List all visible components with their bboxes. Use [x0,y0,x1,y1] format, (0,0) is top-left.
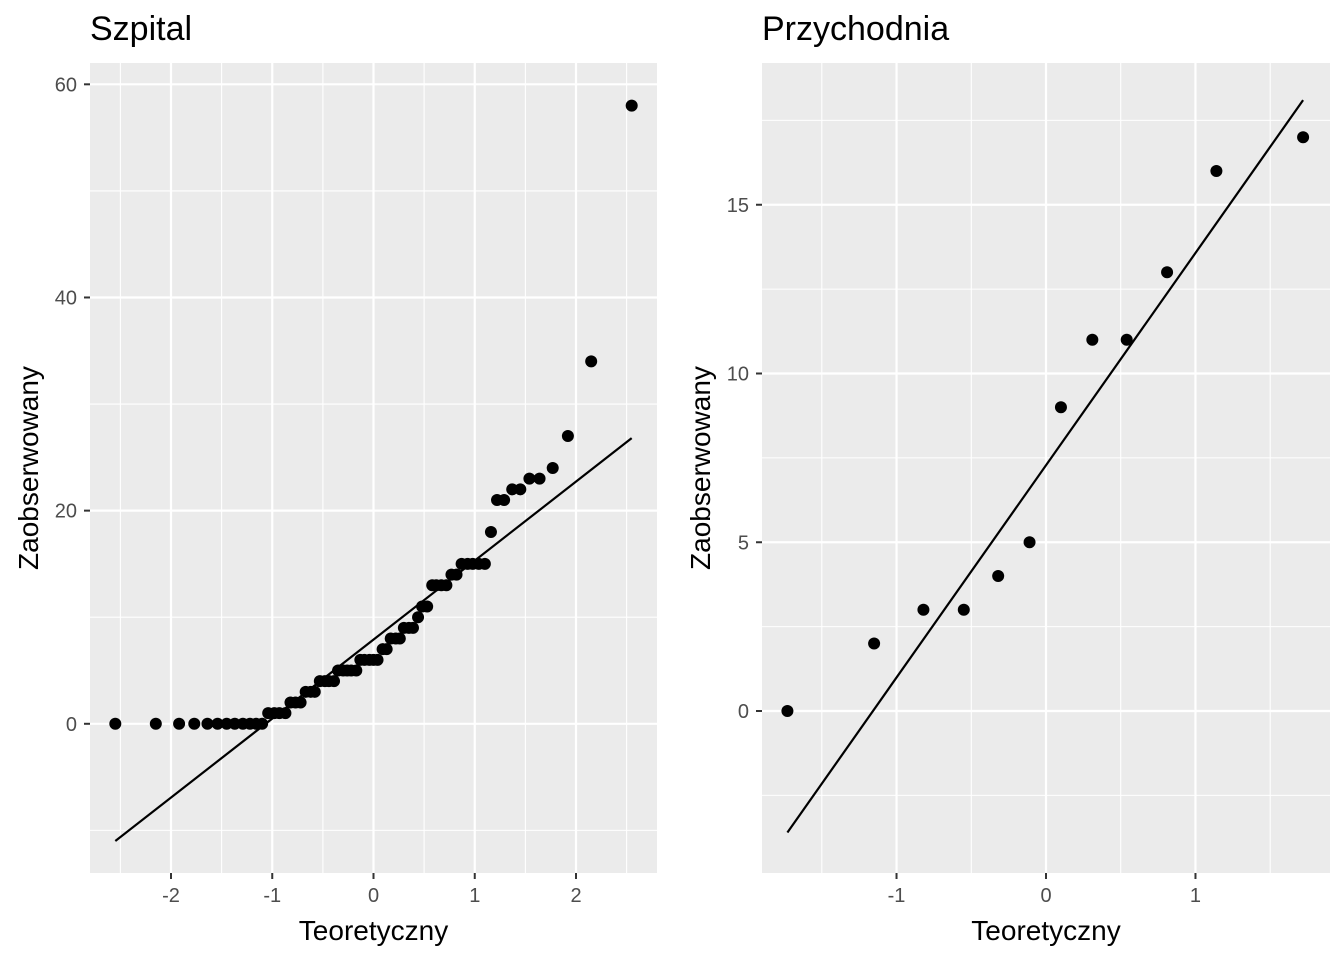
data-point [1023,536,1036,549]
y-tick-label: 0 [66,714,77,736]
data-point [380,643,393,656]
data-point [585,355,598,368]
data-point [957,603,970,616]
data-points [781,131,1310,717]
data-point [393,632,406,645]
data-point [1054,401,1067,414]
data-point [868,637,881,650]
data-points [109,99,638,730]
data-point [201,717,214,730]
data-point [412,611,425,624]
data-point [523,472,536,485]
y-tick-label: 20 [55,501,77,523]
reference-line [786,99,1304,834]
x-tick-label: -1 [263,885,281,907]
data-point [514,483,527,496]
data-point [371,653,384,666]
data-point [308,685,321,698]
panel-przychodnia: Przychodnia -1 0 1 0 5 10 15 Teoretyczny Zaob… [685,10,1330,946]
data-point [256,717,269,730]
y-tick-label: 40 [55,287,77,309]
data-point [149,717,162,730]
x-axis-label: Teoretyczny [971,915,1120,946]
data-point [1161,266,1174,279]
y-tick-label: 15 [727,195,749,217]
y-axis-label: Zaobserwowany [685,366,716,570]
major-gridlines [762,63,1330,873]
chart-title: Szpital [90,10,192,48]
data-point [546,462,559,474]
data-point [328,675,341,688]
data-point [109,717,122,730]
y-axis-ticks: 0 20 40 60 [55,74,90,736]
data-point [484,525,497,538]
data-point [440,579,453,592]
chart-title: Przychodnia [762,10,949,48]
data-point [478,557,491,570]
y-axis-label: Zaobserwowany [13,366,44,570]
data-point [450,568,463,581]
data-point [350,664,363,677]
data-point [533,472,546,485]
y-tick-label: 5 [738,532,749,554]
x-tick-label: 0 [1040,885,1051,907]
data-point [917,603,930,616]
x-tick-label: 1 [1190,885,1201,907]
data-point [406,621,419,634]
reference-line-group [114,437,633,842]
x-tick-label: -1 [888,885,906,907]
x-axis-label: Teoretyczny [299,915,448,946]
data-point [1086,333,1099,346]
x-tick-label: 2 [570,885,581,907]
y-axis-ticks: 0 5 10 15 [727,195,762,723]
reference-line [114,437,633,842]
data-point [173,717,186,730]
y-tick-label: 0 [738,701,749,723]
data-point [279,707,292,720]
y-tick-label: 10 [727,364,749,386]
data-point [211,717,224,730]
x-tick-label: -2 [162,885,180,907]
data-point [294,696,307,709]
data-point [1210,165,1223,177]
reference-line-group [786,99,1304,834]
panel-szpital: Szpital -2 -1 0 1 2 0 20 40 60 Teoretyczny Zaob… [13,10,657,946]
data-point [188,717,201,730]
x-tick-label: 0 [368,885,379,907]
data-point [498,493,511,506]
y-tick-label: 60 [55,74,77,96]
data-point [1297,131,1310,144]
data-point [992,570,1005,582]
x-axis-ticks: -2 -1 0 1 2 [162,873,582,907]
data-point [421,600,434,613]
x-tick-label: 1 [469,885,480,907]
x-axis-ticks: -1 0 1 [888,873,1201,907]
data-point [781,705,794,717]
data-point [1120,333,1133,346]
data-point [625,99,638,112]
data-point [561,430,574,443]
